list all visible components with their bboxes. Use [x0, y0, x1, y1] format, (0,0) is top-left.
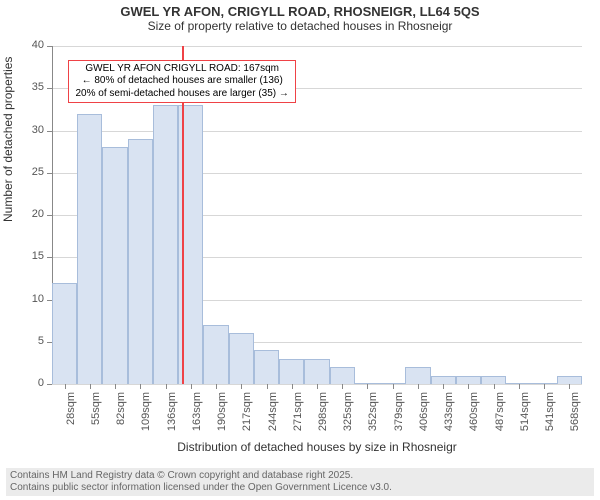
x-tick-mark [191, 384, 192, 389]
x-tick-mark [90, 384, 91, 389]
y-tick-label: 25 [14, 166, 44, 178]
y-tick-label: 30 [14, 124, 44, 136]
plot-area: GWEL YR AFON CRIGYLL ROAD: 167sqm← 80% o… [52, 46, 582, 384]
x-tick-label: 28sqm [65, 392, 77, 442]
x-tick-label: 82sqm [115, 392, 127, 442]
y-tick-label: 15 [14, 250, 44, 262]
x-tick-label: 379sqm [393, 392, 405, 442]
x-tick-label: 136sqm [166, 392, 178, 442]
x-tick-label: 325sqm [342, 392, 354, 442]
annotation-line: GWEL YR AFON CRIGYLL ROAD: 167sqm [75, 63, 288, 76]
x-tick-label: 406sqm [418, 392, 430, 442]
x-tick-label: 190sqm [216, 392, 228, 442]
x-tick-mark [216, 384, 217, 389]
histogram-bar [405, 367, 430, 384]
x-tick-mark [317, 384, 318, 389]
x-tick-mark [494, 384, 495, 389]
title-line-2: Size of property relative to detached ho… [0, 19, 600, 33]
x-tick-label: 568sqm [569, 392, 581, 442]
histogram-bar [77, 114, 102, 384]
x-tick-mark [65, 384, 66, 389]
annotation-line: 20% of semi-detached houses are larger (… [75, 88, 288, 101]
x-tick-mark [241, 384, 242, 389]
x-axis-title: Distribution of detached houses by size … [52, 440, 582, 454]
x-tick-mark [569, 384, 570, 389]
grid-line [52, 131, 582, 132]
histogram-bar [330, 367, 355, 384]
x-tick-label: 109sqm [140, 392, 152, 442]
x-tick-label: 298sqm [317, 392, 329, 442]
x-tick-label: 217sqm [241, 392, 253, 442]
x-tick-label: 271sqm [292, 392, 304, 442]
footer: Contains HM Land Registry data © Crown c… [6, 468, 594, 496]
x-tick-label: 55sqm [90, 392, 102, 442]
y-tick-label: 10 [14, 293, 44, 305]
x-tick-label: 487sqm [494, 392, 506, 442]
x-tick-mark [544, 384, 545, 389]
y-tick-label: 0 [14, 377, 44, 389]
y-tick-label: 40 [14, 39, 44, 51]
title-line-1: GWEL YR AFON, CRIGYLL ROAD, RHOSNEIGR, L… [0, 4, 600, 19]
x-tick-label: 460sqm [468, 392, 480, 442]
histogram-bar [431, 376, 456, 384]
histogram-bar [557, 376, 582, 384]
x-tick-label: 514sqm [519, 392, 531, 442]
x-tick-mark [140, 384, 141, 389]
histogram-bar [153, 105, 178, 384]
x-tick-label: 352sqm [367, 392, 379, 442]
y-tick-mark [47, 384, 52, 385]
x-tick-mark [468, 384, 469, 389]
x-tick-mark [393, 384, 394, 389]
histogram-bar [304, 359, 329, 384]
x-tick-mark [115, 384, 116, 389]
footer-line-2: Contains public sector information licen… [10, 482, 590, 494]
footer-line-1: Contains HM Land Registry data © Crown c… [10, 470, 590, 482]
histogram-bar [279, 359, 304, 384]
y-tick-label: 20 [14, 208, 44, 220]
annotation-box: GWEL YR AFON CRIGYLL ROAD: 167sqm← 80% o… [68, 60, 295, 104]
x-tick-mark [418, 384, 419, 389]
histogram-bar [102, 147, 127, 384]
annotation-line: ← 80% of detached houses are smaller (13… [75, 75, 288, 88]
y-tick-label: 35 [14, 81, 44, 93]
x-tick-label: 244sqm [267, 392, 279, 442]
histogram-bar [52, 283, 77, 384]
x-tick-label: 163sqm [191, 392, 203, 442]
histogram-bar [456, 376, 481, 384]
histogram-bar [229, 333, 254, 384]
chart-container: GWEL YR AFON, CRIGYLL ROAD, RHOSNEIGR, L… [0, 0, 600, 500]
histogram-bar [254, 350, 279, 384]
x-tick-mark [519, 384, 520, 389]
x-tick-label: 433sqm [443, 392, 455, 442]
x-tick-mark [292, 384, 293, 389]
histogram-bar [203, 325, 228, 384]
histogram-bar [128, 139, 153, 384]
x-tick-mark [342, 384, 343, 389]
x-tick-mark [367, 384, 368, 389]
grid-line [52, 46, 582, 47]
x-tick-mark [166, 384, 167, 389]
y-axis-title: Number of detached properties [1, 206, 15, 222]
title-block: GWEL YR AFON, CRIGYLL ROAD, RHOSNEIGR, L… [0, 4, 600, 33]
x-tick-label: 541sqm [544, 392, 556, 442]
y-tick-label: 5 [14, 335, 44, 347]
histogram-bar [481, 376, 506, 384]
x-tick-mark [267, 384, 268, 389]
x-tick-mark [443, 384, 444, 389]
